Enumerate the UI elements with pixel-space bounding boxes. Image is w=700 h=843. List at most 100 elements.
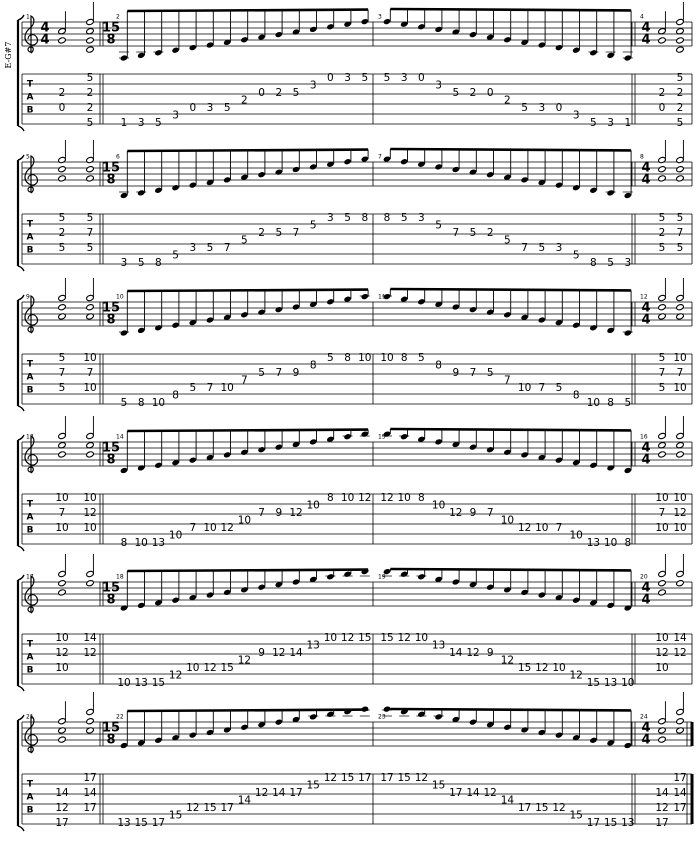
tab-fret: 10 <box>673 352 686 364</box>
tab-fret: 10 <box>169 530 182 542</box>
note-head <box>624 55 632 61</box>
tab-fret: 17 <box>587 817 600 829</box>
tab-fret: 5 <box>241 235 248 247</box>
note-head <box>137 740 145 746</box>
half-note-head <box>657 165 667 173</box>
tab-fret: 7 <box>207 382 214 394</box>
tab-fret: 12 <box>83 647 96 659</box>
tab-fret: 5 <box>189 382 196 394</box>
tab-fret: 5 <box>384 72 391 84</box>
treble-clef <box>24 15 39 54</box>
note-head <box>486 447 494 453</box>
tab-fret: 5 <box>401 212 408 224</box>
note-head <box>555 319 563 326</box>
measure-number: 23 <box>378 714 386 721</box>
note-head <box>590 325 597 331</box>
note-head <box>309 439 317 445</box>
tab-fret: 12 <box>501 655 514 667</box>
tab-fret: 12 <box>380 492 393 504</box>
note-head <box>452 304 460 310</box>
tab-fret: 10 <box>186 662 199 674</box>
tab-fret: 8 <box>418 492 425 504</box>
tab-fret: 0 <box>556 102 563 114</box>
note-head <box>137 190 145 196</box>
beam <box>390 7 632 12</box>
half-note-head <box>657 727 667 734</box>
tab-fret: 5 <box>361 72 368 84</box>
note-head <box>137 327 145 334</box>
tab-fret: 5 <box>310 220 317 232</box>
tab-fret: 0 <box>659 102 666 114</box>
tab-fret: 3 <box>344 72 351 84</box>
note-head <box>538 179 546 186</box>
tab-fret: 10 <box>341 492 354 504</box>
tab-fret: 0 <box>189 102 196 114</box>
note-head <box>120 605 128 611</box>
tab-fret: 3 <box>607 117 614 129</box>
tab-fret: 10 <box>83 522 96 534</box>
tab-fret: 7 <box>521 242 528 254</box>
note-head <box>435 301 442 308</box>
tab-fret: 15 <box>307 780 320 792</box>
note-head <box>590 50 597 56</box>
tab-fret: 7 <box>275 367 282 379</box>
tab-fret: 7 <box>258 507 265 519</box>
note-head <box>292 29 300 35</box>
tab-fret: 8 <box>155 257 162 269</box>
note-head <box>155 187 162 193</box>
half-note-head <box>57 451 67 458</box>
time-signature-top: 15 <box>102 161 120 176</box>
tab-fret: 14 <box>55 787 69 799</box>
tab-fret: 3 <box>401 72 408 84</box>
measure-number: 4 <box>640 14 644 21</box>
note-head <box>624 742 632 749</box>
half-note-head <box>675 727 685 734</box>
note-head <box>327 711 334 717</box>
tab-fret: 2 <box>677 87 684 99</box>
time-signature-top: 15 <box>102 21 120 36</box>
time-signature-top: 15 <box>102 581 120 596</box>
note-head <box>258 172 265 178</box>
tab-fret: 9 <box>275 507 282 519</box>
instrument-label: E-G#7 <box>4 42 13 69</box>
half-note-head <box>675 441 685 449</box>
tab-fret: 7 <box>538 382 545 394</box>
tab-fret: 15 <box>169 810 182 822</box>
tab-fret: 7 <box>87 227 94 239</box>
tab-fret: 14 <box>673 632 687 644</box>
tab-fret: 12 <box>655 647 668 659</box>
tab-fret: 15 <box>152 677 165 689</box>
note-head <box>590 462 597 468</box>
tab-fret: 2 <box>677 102 684 114</box>
tab-fret: 14 <box>466 787 480 799</box>
half-note-head <box>85 717 95 725</box>
note-head <box>469 719 477 725</box>
tab-fret: 2 <box>87 102 94 114</box>
note-head <box>572 735 580 741</box>
time-signature-bottom: 4 <box>641 593 650 608</box>
half-note-head <box>57 303 67 311</box>
tab-fret: 5 <box>155 117 162 129</box>
tab-fret: 7 <box>487 507 494 519</box>
note-head <box>521 727 528 733</box>
tab-fret: 5 <box>607 257 614 269</box>
tab-fret: 7 <box>452 227 459 239</box>
tab-fret: 5 <box>452 87 459 99</box>
tab-fret: 14 <box>673 787 687 799</box>
note-head <box>538 42 546 48</box>
note-head <box>241 37 248 43</box>
half-note-head <box>85 27 95 35</box>
tab-fret: 7 <box>87 367 94 379</box>
tab-fret: 8 <box>607 397 614 409</box>
note-head <box>327 299 334 305</box>
beam <box>390 427 632 432</box>
treble-clef <box>24 715 39 754</box>
tab-fret: 15 <box>432 780 445 792</box>
note-head <box>120 192 128 199</box>
note-head <box>538 317 546 323</box>
note-head <box>624 330 632 336</box>
note-head <box>172 322 179 328</box>
note-head <box>504 449 511 455</box>
note-head <box>572 47 580 53</box>
